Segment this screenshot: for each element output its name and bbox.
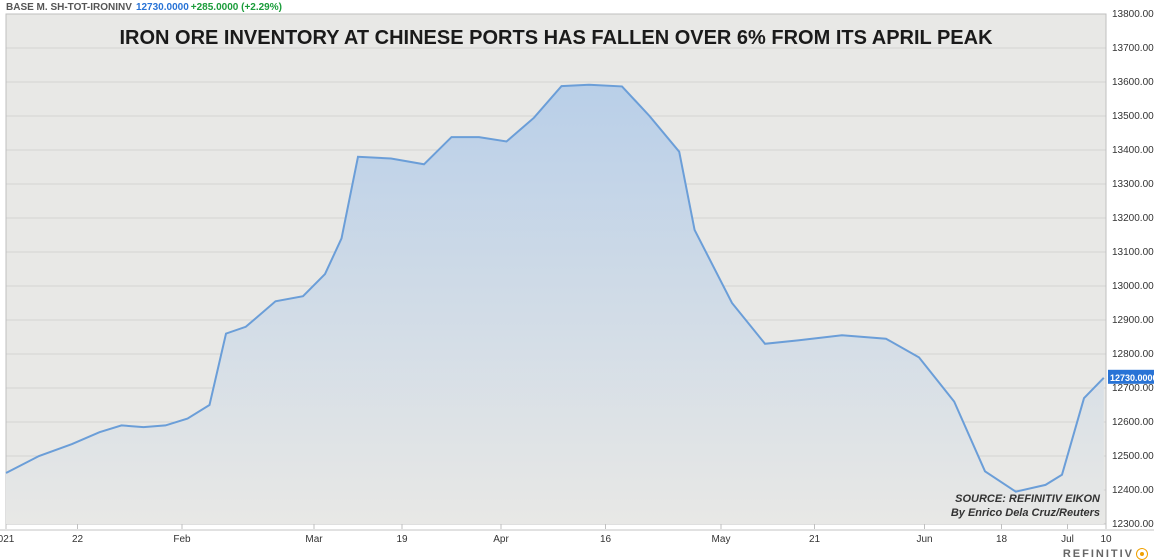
svg-text:12600.0000: 12600.0000 (1112, 417, 1154, 428)
brand-label: REFINITIV (1063, 548, 1148, 560)
svg-text:13200.0000: 13200.0000 (1112, 213, 1154, 224)
svg-text:Jun: Jun (916, 534, 932, 545)
brand-icon (1136, 548, 1148, 560)
svg-text:13800.0000: 13800.0000 (1112, 9, 1154, 20)
svg-text:Feb: Feb (173, 534, 191, 545)
svg-text:22: 22 (72, 534, 84, 545)
svg-text:18: 18 (996, 534, 1008, 545)
svg-text:21: 21 (809, 534, 821, 545)
svg-text:10: 10 (1100, 534, 1112, 545)
svg-text:By Enrico Dela Cruz/Reuters: By Enrico Dela Cruz/Reuters (951, 507, 1100, 519)
svg-text:Jul: Jul (1061, 534, 1074, 545)
svg-text:Apr: Apr (493, 534, 509, 545)
svg-text:12400.0000: 12400.0000 (1112, 485, 1154, 496)
svg-text:12300.0000: 12300.0000 (1112, 519, 1154, 530)
svg-text:13000.0000: 13000.0000 (1112, 281, 1154, 292)
svg-text:13300.0000: 13300.0000 (1112, 179, 1154, 190)
svg-text:13400.0000: 13400.0000 (1112, 145, 1154, 156)
svg-text:May: May (712, 534, 731, 545)
svg-text:12900.0000: 12900.0000 (1112, 315, 1154, 326)
svg-text:12500.0000: 12500.0000 (1112, 451, 1154, 462)
area-chart: 12300.0000 12400.0000 12500.0000 12600.0000… (0, 0, 1154, 560)
svg-text:13100.0000: 13100.0000 (1112, 247, 1154, 258)
svg-text:13600.0000: 13600.0000 (1112, 77, 1154, 88)
svg-text:13700.0000: 13700.0000 (1112, 43, 1154, 54)
svg-text:Mar: Mar (305, 534, 323, 545)
svg-text:12730.0000: 12730.0000 (1110, 373, 1154, 383)
svg-text:021: 021 (0, 534, 15, 545)
svg-text:12800.0000: 12800.0000 (1112, 349, 1154, 360)
svg-text:SOURCE: REFINITIV EIKON: SOURCE: REFINITIV EIKON (955, 493, 1101, 505)
svg-text:16: 16 (600, 534, 612, 545)
svg-text:13500.0000: 13500.0000 (1112, 111, 1154, 122)
svg-text:12700.0000: 12700.0000 (1112, 383, 1154, 394)
svg-text:19: 19 (396, 534, 408, 545)
svg-text:IRON ORE INVENTORY AT CHINESE: IRON ORE INVENTORY AT CHINESE PORTS HAS … (119, 27, 993, 49)
chart-root: BASE M. SH-TOT-IRONINV 12730.0000 +285.0… (0, 0, 1154, 560)
